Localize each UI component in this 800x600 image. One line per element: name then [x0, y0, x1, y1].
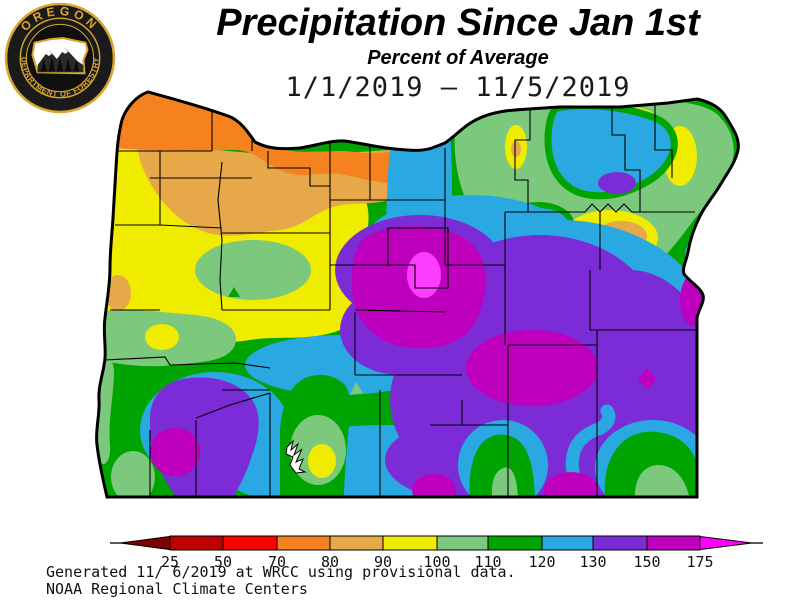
contour-magenta-layer [150, 226, 708, 497]
contour-tan-morrow-core [511, 141, 521, 157]
crater-lake-nodata [285, 439, 307, 474]
date-range: 1/1/2019 — 11/5/2019 [285, 72, 631, 103]
scale-tick-175: 175 [686, 553, 713, 571]
state-outline [95, 90, 740, 499]
page-title: Precipitation Since Jan 1st [216, 2, 700, 44]
scale-seg-4 [382, 535, 438, 551]
scale-seg-9 [646, 535, 701, 551]
contour-magentapurple-bottom1 [412, 474, 456, 497]
scale-tick-70: 70 [268, 553, 286, 571]
county-boundaries [104, 95, 697, 497]
contour-orange-nw [112, 92, 444, 184]
color-scale: 25 50 70 80 90 100 110 120 130 150 175 [110, 535, 763, 571]
contour-magenta-core [407, 252, 441, 298]
scale-tick-100: 100 [423, 553, 450, 571]
scale-tick-25: 25 [161, 553, 179, 571]
contour-purple-umatilla-core [598, 172, 636, 194]
scale-arrow-left [119, 535, 171, 551]
scale-seg-5 [436, 535, 489, 551]
contour-green-bottom1 [469, 434, 535, 497]
contour-magentapurple-sw [150, 428, 200, 476]
header: Precipitation Since Jan 1st Percent of A… [118, 0, 798, 104]
contour-cyan-sband [565, 404, 616, 484]
scale-seg-8 [592, 535, 648, 551]
logo-inner-ring [19, 17, 101, 99]
scale-tick-120: 120 [528, 553, 555, 571]
logo-snowcaps [45, 47, 69, 56]
contour-green-fleck [228, 287, 240, 297]
scale-tick-90: 90 [374, 553, 392, 571]
scale-arrow-right [699, 535, 753, 551]
contour-lightgreen-swcorner [111, 451, 155, 497]
scale-seg-7 [541, 535, 594, 551]
generated-credit: Generated 11/ 6/2019 at WRCC using provi… [46, 563, 516, 581]
contour-magentapurple-harney [466, 330, 598, 406]
scale-tick-110: 110 [474, 553, 501, 571]
contour-magentapurple-diamond [638, 368, 656, 390]
contour-yellow-crater-east [308, 444, 336, 478]
page-subtitle: Percent of Average [367, 47, 549, 69]
scale-seg-1 [222, 535, 278, 551]
logo-trees-icon [40, 55, 80, 72]
scale-seg-3 [329, 535, 384, 551]
contour-tan-coast-spot [105, 275, 131, 311]
contour-lightgreen-midwest [195, 240, 311, 300]
contour-yellow-spot [145, 324, 179, 350]
contour-lightgreen-bottom2 [634, 465, 690, 497]
scale-tick-50: 50 [214, 553, 232, 571]
scale-seg-2 [276, 535, 331, 551]
scale-tick-130: 130 [579, 553, 606, 571]
scale-seg-0 [169, 535, 224, 551]
contour-lightgreen-tri [350, 382, 363, 395]
contour-lightgreen-bottom1 [491, 467, 518, 497]
scale-tick-80: 80 [321, 553, 339, 571]
contour-fills [96, 92, 739, 497]
scale-tick-150: 150 [633, 553, 660, 571]
contour-magentapurple-bottom2 [544, 472, 598, 497]
scale-seg-6 [487, 535, 543, 551]
odf-logo: OREGON DEPARTMENT OF FORESTRY [4, 2, 116, 114]
noaa-credit: NOAA Regional Climate Centers [46, 580, 308, 598]
